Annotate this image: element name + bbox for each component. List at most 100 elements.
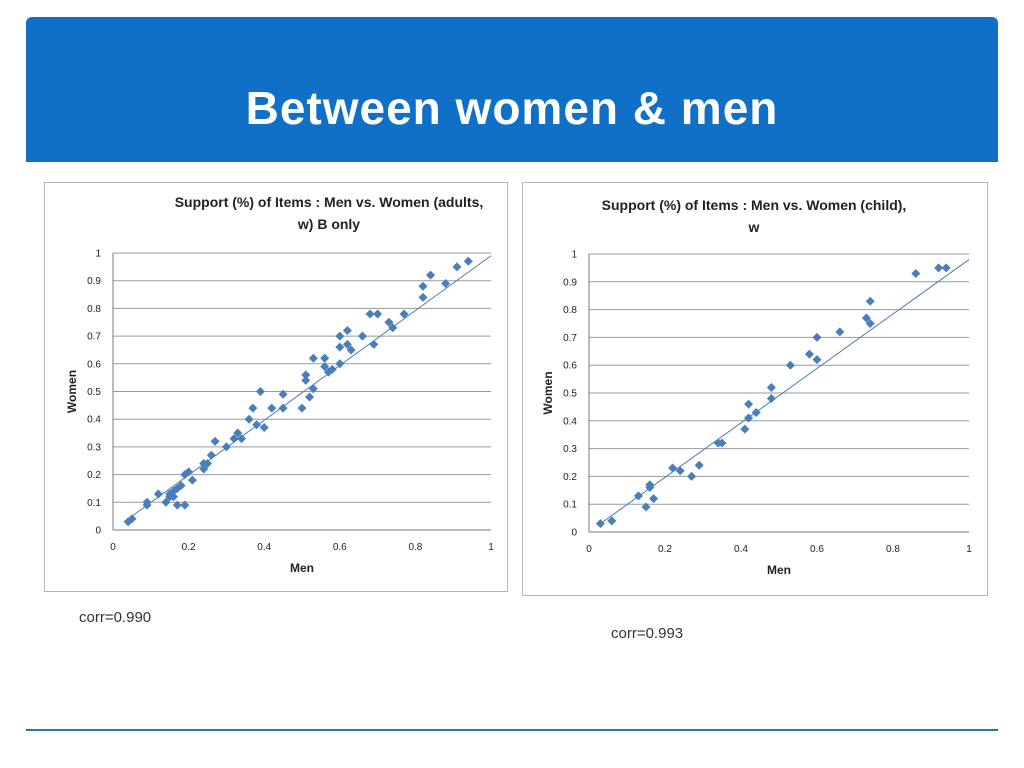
data-point bbox=[278, 389, 288, 399]
data-point bbox=[607, 516, 617, 526]
corr-left-label: corr=0.990 bbox=[79, 609, 152, 626]
y-tick-label: 0.7 bbox=[563, 333, 577, 344]
y-tick-label: 0.5 bbox=[87, 387, 101, 398]
footer-divider bbox=[26, 729, 998, 731]
data-point bbox=[342, 339, 352, 349]
data-point bbox=[335, 331, 345, 341]
chart-title-line: w) B only bbox=[297, 216, 360, 232]
data-point bbox=[766, 394, 776, 404]
data-point bbox=[172, 500, 182, 510]
data-point bbox=[199, 464, 209, 474]
y-tick-label: 0.2 bbox=[563, 472, 577, 483]
data-point bbox=[675, 466, 685, 476]
y-tick-label: 0.6 bbox=[563, 361, 577, 372]
y-tick-label: 0.4 bbox=[87, 415, 101, 426]
y-tick-label: 0.4 bbox=[563, 416, 577, 427]
data-point bbox=[210, 436, 220, 446]
data-point bbox=[206, 450, 216, 460]
data-point bbox=[308, 353, 318, 363]
data-point bbox=[335, 342, 345, 352]
x-axis-label: Men bbox=[290, 561, 314, 575]
y-tick-label: 0.1 bbox=[563, 500, 577, 511]
data-point bbox=[373, 309, 383, 319]
data-point bbox=[744, 413, 754, 423]
corr-right-label: corr=0.993 bbox=[611, 625, 684, 642]
data-point bbox=[187, 475, 197, 485]
data-point bbox=[305, 392, 315, 402]
y-tick-label: 0 bbox=[571, 528, 577, 539]
x-tick-label: 0.4 bbox=[257, 542, 271, 553]
data-point bbox=[717, 438, 727, 448]
y-tick-label: 0.5 bbox=[563, 389, 577, 400]
data-point bbox=[835, 327, 845, 337]
x-tick-label: 1 bbox=[966, 544, 972, 555]
data-point bbox=[142, 497, 152, 507]
scatter-plot-child: Support (%) of Items : Men vs. Women (ch… bbox=[541, 197, 972, 577]
data-point bbox=[812, 332, 822, 342]
data-point bbox=[233, 428, 243, 438]
data-point bbox=[323, 367, 333, 377]
data-point bbox=[399, 309, 409, 319]
data-point bbox=[751, 407, 761, 417]
y-tick-label: 0.1 bbox=[87, 498, 101, 509]
y-tick-label: 0.8 bbox=[563, 305, 577, 316]
title-banner: Between women & men bbox=[26, 17, 998, 162]
data-point bbox=[278, 403, 288, 413]
y-tick-label: 0.8 bbox=[87, 304, 101, 315]
data-point bbox=[237, 434, 247, 444]
data-point bbox=[244, 414, 254, 424]
chart-title-line: Support (%) of Items : Men vs. Women (ch… bbox=[602, 197, 907, 213]
data-point bbox=[785, 360, 795, 370]
data-point bbox=[633, 491, 643, 501]
data-point bbox=[804, 349, 814, 359]
y-tick-label: 0.3 bbox=[563, 444, 577, 455]
data-point bbox=[252, 420, 262, 430]
y-axis-label: Women bbox=[541, 371, 555, 414]
data-point bbox=[327, 364, 337, 374]
data-point bbox=[812, 355, 822, 365]
data-point bbox=[161, 497, 171, 507]
x-tick-label: 0.6 bbox=[333, 542, 347, 553]
data-point bbox=[248, 403, 258, 413]
data-point bbox=[180, 500, 190, 510]
scatter-plot-adults: Support (%) of Items : Men vs. Women (ad… bbox=[65, 194, 494, 575]
y-tick-label: 1 bbox=[95, 249, 101, 260]
y-tick-label: 0.3 bbox=[87, 442, 101, 453]
data-point bbox=[127, 514, 137, 524]
data-point bbox=[176, 481, 186, 491]
data-point bbox=[384, 317, 394, 327]
y-tick-label: 1 bbox=[571, 250, 577, 261]
data-point bbox=[649, 494, 659, 504]
data-point bbox=[452, 262, 462, 272]
chart-title-line: Support (%) of Items : Men vs. Women (ad… bbox=[175, 194, 484, 210]
y-axis-label: Women bbox=[65, 370, 79, 413]
data-point bbox=[255, 387, 265, 396]
x-tick-label: 0.4 bbox=[734, 544, 748, 555]
data-point bbox=[441, 278, 451, 288]
y-tick-label: 0.9 bbox=[563, 277, 577, 288]
data-point bbox=[301, 375, 311, 385]
data-point bbox=[388, 323, 398, 333]
data-point bbox=[184, 467, 194, 477]
data-point bbox=[357, 331, 367, 341]
data-point bbox=[865, 296, 875, 306]
trendline bbox=[600, 259, 970, 525]
data-point bbox=[418, 281, 428, 291]
y-tick-label: 0.2 bbox=[87, 470, 101, 481]
y-tick-label: 0.7 bbox=[87, 332, 101, 343]
data-point bbox=[911, 268, 921, 278]
data-point bbox=[426, 270, 436, 280]
chart-title-line: w bbox=[748, 219, 760, 235]
data-point bbox=[221, 442, 231, 452]
data-point bbox=[320, 362, 330, 372]
data-point bbox=[168, 492, 178, 502]
data-point bbox=[346, 345, 356, 355]
x-tick-label: 0.8 bbox=[886, 544, 900, 555]
data-point bbox=[744, 399, 754, 409]
x-tick-label: 0 bbox=[586, 544, 592, 555]
data-point bbox=[766, 382, 776, 392]
trendline bbox=[124, 255, 492, 523]
x-axis-label: Men bbox=[767, 563, 791, 577]
data-point bbox=[365, 309, 375, 319]
data-point bbox=[694, 460, 704, 470]
